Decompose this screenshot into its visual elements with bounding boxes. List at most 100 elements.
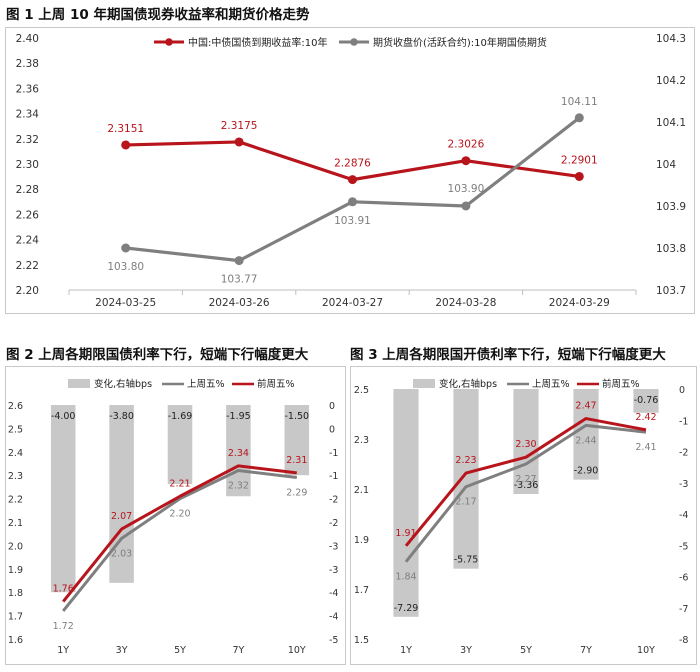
line-data-label: 2.21	[169, 478, 190, 489]
x-tick-label: 1Y	[400, 645, 412, 656]
line-data-label: 1.72	[53, 621, 74, 632]
series-line	[125, 116, 581, 263]
series-line	[404, 423, 647, 563]
left-tick-label: 1.5	[354, 635, 369, 646]
left-tick-label: 2.4	[8, 448, 23, 459]
legend-label: 期货收盘价(活跃合约):10年期国债期货	[373, 36, 547, 49]
chart-1: 2.20 2.22 2.24 2.26 2.28 2.30 2.32 2.34 2.36 2.38…	[16, 33, 686, 309]
bar-value-label: -1.95	[226, 411, 251, 422]
left-tick-label: 2.2	[8, 495, 23, 506]
left-tick-label: 2.1	[8, 518, 23, 529]
line-data-label: 2.07	[111, 511, 132, 522]
right-tick-label: -1	[329, 448, 338, 459]
legend-swatch	[413, 379, 435, 388]
bar-value-label: -0.76	[634, 395, 659, 406]
x-tick-label: 7Y	[580, 645, 592, 656]
right-tick-label: 104.2	[656, 75, 686, 87]
data-point	[121, 243, 131, 253]
line-data-label: 2.34	[228, 448, 249, 459]
change-bar	[453, 389, 479, 569]
x-tick-label: 3Y	[116, 645, 128, 656]
legend-marker	[165, 38, 173, 46]
right-tick-label: -5	[679, 541, 688, 552]
left-tick-label: 1.6	[8, 635, 23, 646]
legend-label: 变化,右轴bps	[439, 378, 497, 390]
line-data-label: 2.32	[228, 481, 249, 492]
bar-value-label: -3.36	[514, 480, 539, 491]
data-label: 2.2876	[334, 158, 371, 170]
x-tick-label: 3Y	[460, 645, 472, 656]
line-data-label: 2.23	[455, 455, 476, 466]
left-tick-label: 2.38	[16, 58, 39, 70]
legend-swatch	[68, 379, 90, 388]
data-label: 104.11	[561, 96, 598, 108]
data-label: 103.90	[448, 183, 485, 195]
left-tick-label: 2.28	[16, 184, 39, 196]
change-bar	[226, 405, 251, 497]
left-tick-label: 1.9	[8, 565, 23, 576]
chart-3-frame: 1.5 1.7 1.9 2.1 2.3 2.5 -8 -7 -6 -5 -4 -3 -2 -1 0 1Y 3Y 5…	[350, 366, 697, 665]
bar-value-label: -2.90	[574, 466, 599, 477]
data-label: 103.80	[107, 261, 144, 273]
right-tick-label: -6	[679, 573, 688, 584]
right-tick-label: -3	[329, 565, 338, 576]
right-tick-label: -4	[679, 510, 688, 521]
figure-2-title: 图 2 上周各期限国债利率下行，短端下行幅度更大	[6, 347, 309, 363]
right-tick-label: 0	[329, 424, 335, 435]
line-data-label: 1.91	[395, 528, 416, 539]
data-label: 2.3151	[107, 123, 144, 135]
left-tick-label: 2.5	[354, 385, 369, 396]
figure-1-title: 图 1 上周 10 年期国债现券收益率和期货价格走势	[6, 7, 310, 23]
x-tick-label: 5Y	[174, 645, 186, 656]
right-tick-label: -3	[679, 479, 688, 490]
bar-value-label: -4.00	[51, 411, 76, 422]
right-tick-label: -4	[329, 612, 338, 623]
right-tick-label: -3	[329, 541, 338, 552]
x-tick-label: 2024-03-26	[209, 297, 270, 309]
right-tick-label: 0	[329, 401, 335, 412]
right-tick-label: 103.8	[656, 243, 686, 255]
right-tick-label: 103.9	[656, 201, 686, 213]
data-label: 2.2901	[561, 154, 598, 166]
x-tick-label: 1Y	[57, 645, 69, 656]
x-tick-label: 2024-03-28	[435, 297, 496, 309]
data-point	[574, 171, 584, 181]
bar-value-label: -1.50	[285, 411, 310, 422]
chart-2: 1.6 1.7 1.8 1.9 2.0 2.1 2.2 2.3 2.4 2.5 2.6 -5 -4 -4 -…	[8, 378, 339, 656]
left-tick-label: 2.30	[16, 159, 39, 171]
left-tick-label: 2.34	[16, 109, 40, 121]
series-line	[62, 464, 297, 603]
data-point	[234, 137, 244, 147]
left-tick-label: 2.36	[16, 83, 40, 95]
left-tick-label: 2.3	[8, 471, 23, 482]
x-tick-label: 2024-03-29	[549, 297, 610, 309]
left-tick-label: 2.40	[16, 33, 39, 45]
bar-value-label: -7.29	[394, 603, 419, 614]
legend-label: 上周五%	[187, 379, 225, 390]
right-tick-label: -2	[329, 495, 338, 506]
data-label: 2.3175	[221, 120, 258, 132]
legend-label: 前周五%	[602, 378, 640, 390]
right-tick-label: -2	[329, 518, 338, 529]
change-bar	[50, 405, 76, 593]
data-point	[348, 175, 357, 185]
line-data-label: 2.17	[455, 497, 476, 508]
x-tick-label: 10Y	[637, 645, 655, 656]
bar-value-label: -5.75	[454, 555, 479, 566]
right-tick-label: -1	[679, 416, 688, 427]
line-data-label: 2.47	[575, 401, 596, 412]
line-data-label: 2.44	[575, 435, 596, 446]
series-line	[62, 469, 297, 612]
left-tick-label: 1.8	[8, 588, 23, 599]
left-tick-label: 2.5	[8, 424, 23, 435]
line-data-label: 2.42	[635, 412, 656, 423]
right-tick-label: 0	[679, 385, 685, 396]
bar-value-label: -3.80	[109, 411, 134, 422]
right-tick-label: -8	[679, 635, 688, 646]
right-tick-label: -7	[679, 604, 688, 615]
left-tick-label: 2.26	[16, 209, 40, 221]
line-data-label: 1.84	[395, 572, 416, 583]
line-data-label: 2.41	[635, 442, 656, 453]
left-tick-label: 2.1	[354, 485, 369, 496]
legend-label: 上周五%	[532, 379, 570, 390]
